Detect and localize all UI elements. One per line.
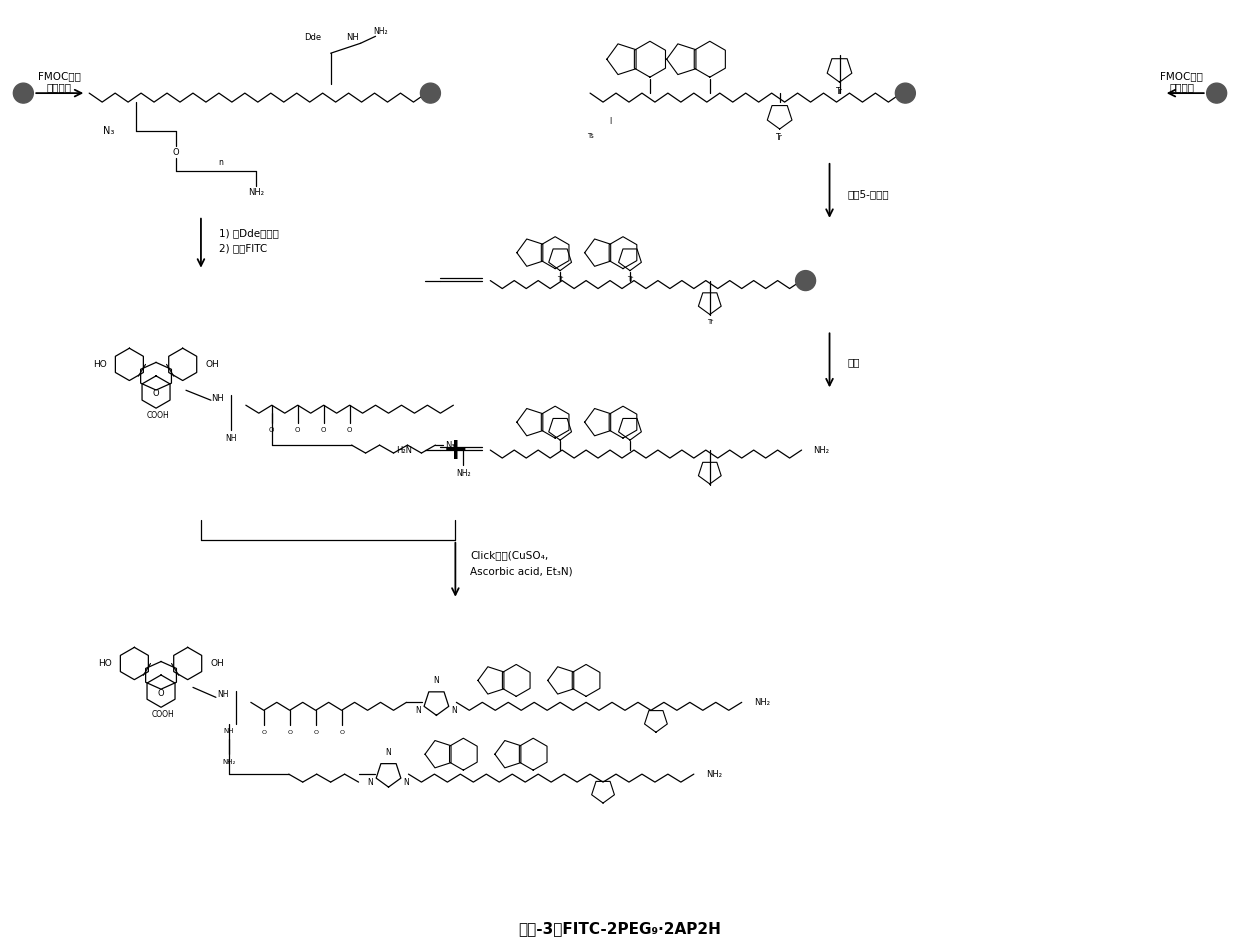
Text: 1) 脱Dde保护基: 1) 脱Dde保护基	[219, 227, 279, 238]
Text: NH: NH	[346, 32, 358, 42]
Text: O: O	[288, 729, 293, 735]
Text: NH₂: NH₂	[813, 446, 830, 455]
Text: O: O	[172, 148, 180, 158]
Text: Tr: Tr	[836, 87, 843, 96]
Text: O: O	[262, 729, 267, 735]
Text: NH₂: NH₂	[456, 469, 471, 477]
Text: N₃: N₃	[445, 440, 455, 450]
Text: O: O	[157, 689, 165, 698]
Text: OH: OH	[211, 659, 224, 668]
Text: O: O	[295, 427, 300, 433]
Text: NH₂: NH₂	[248, 188, 264, 197]
Text: NH: NH	[212, 394, 224, 402]
Text: COOH: COOH	[146, 411, 169, 420]
Text: Ts: Ts	[587, 133, 594, 139]
Text: 裂解: 裂解	[847, 358, 861, 367]
Text: O: O	[269, 427, 274, 433]
Text: NH₂: NH₂	[373, 27, 388, 36]
Text: N: N	[386, 747, 392, 757]
Text: N: N	[415, 706, 422, 715]
Circle shape	[796, 271, 816, 291]
Text: Click反应(CuSO₄,: Click反应(CuSO₄,	[470, 550, 548, 560]
Text: NH₂: NH₂	[754, 698, 770, 707]
Text: FMOC固相: FMOC固相	[1161, 71, 1203, 81]
Text: 探针-3：FITC-2PEG₉·2AP2H: 探针-3：FITC-2PEG₉·2AP2H	[518, 922, 722, 936]
Text: NH: NH	[217, 689, 228, 699]
Text: N: N	[434, 676, 439, 685]
Circle shape	[895, 83, 915, 103]
Text: O: O	[347, 427, 352, 433]
Text: Tr: Tr	[627, 276, 634, 281]
Text: HO: HO	[93, 359, 107, 369]
Text: NH: NH	[223, 728, 234, 734]
Text: Tr: Tr	[707, 320, 713, 325]
Text: O: O	[321, 427, 326, 433]
Text: N: N	[403, 778, 409, 786]
Circle shape	[420, 83, 440, 103]
Text: 多肽合成: 多肽合成	[47, 82, 72, 92]
Text: NH: NH	[226, 434, 237, 442]
Text: NH₂: NH₂	[706, 769, 722, 779]
Text: N: N	[451, 706, 458, 715]
Text: +: +	[443, 436, 469, 465]
Text: 2) 偶联FITC: 2) 偶联FITC	[219, 243, 267, 254]
Text: N: N	[368, 778, 373, 786]
Text: Ascorbic acid, Et₃N): Ascorbic acid, Et₃N)	[470, 567, 573, 576]
Text: FMOC固相: FMOC固相	[38, 71, 81, 81]
Circle shape	[14, 83, 33, 103]
Text: n: n	[218, 159, 223, 167]
Text: l: l	[609, 117, 611, 126]
Text: 偶联5-己炔酸: 偶联5-己炔酸	[847, 189, 889, 199]
Text: OH: OH	[206, 359, 219, 369]
Text: Dde: Dde	[304, 32, 321, 42]
Text: O: O	[153, 390, 160, 398]
Text: 多肽合成: 多肽合成	[1169, 82, 1194, 92]
Text: Tr: Tr	[557, 276, 563, 281]
Text: O: O	[314, 729, 319, 735]
Text: N₃: N₃	[103, 126, 114, 136]
Text: O: O	[339, 729, 345, 735]
Text: NH₂: NH₂	[222, 759, 236, 766]
Text: COOH: COOH	[151, 710, 174, 719]
Text: Tr: Tr	[776, 133, 782, 143]
Text: HO: HO	[98, 659, 112, 668]
Text: H₂N: H₂N	[397, 446, 413, 455]
Circle shape	[1207, 83, 1226, 103]
